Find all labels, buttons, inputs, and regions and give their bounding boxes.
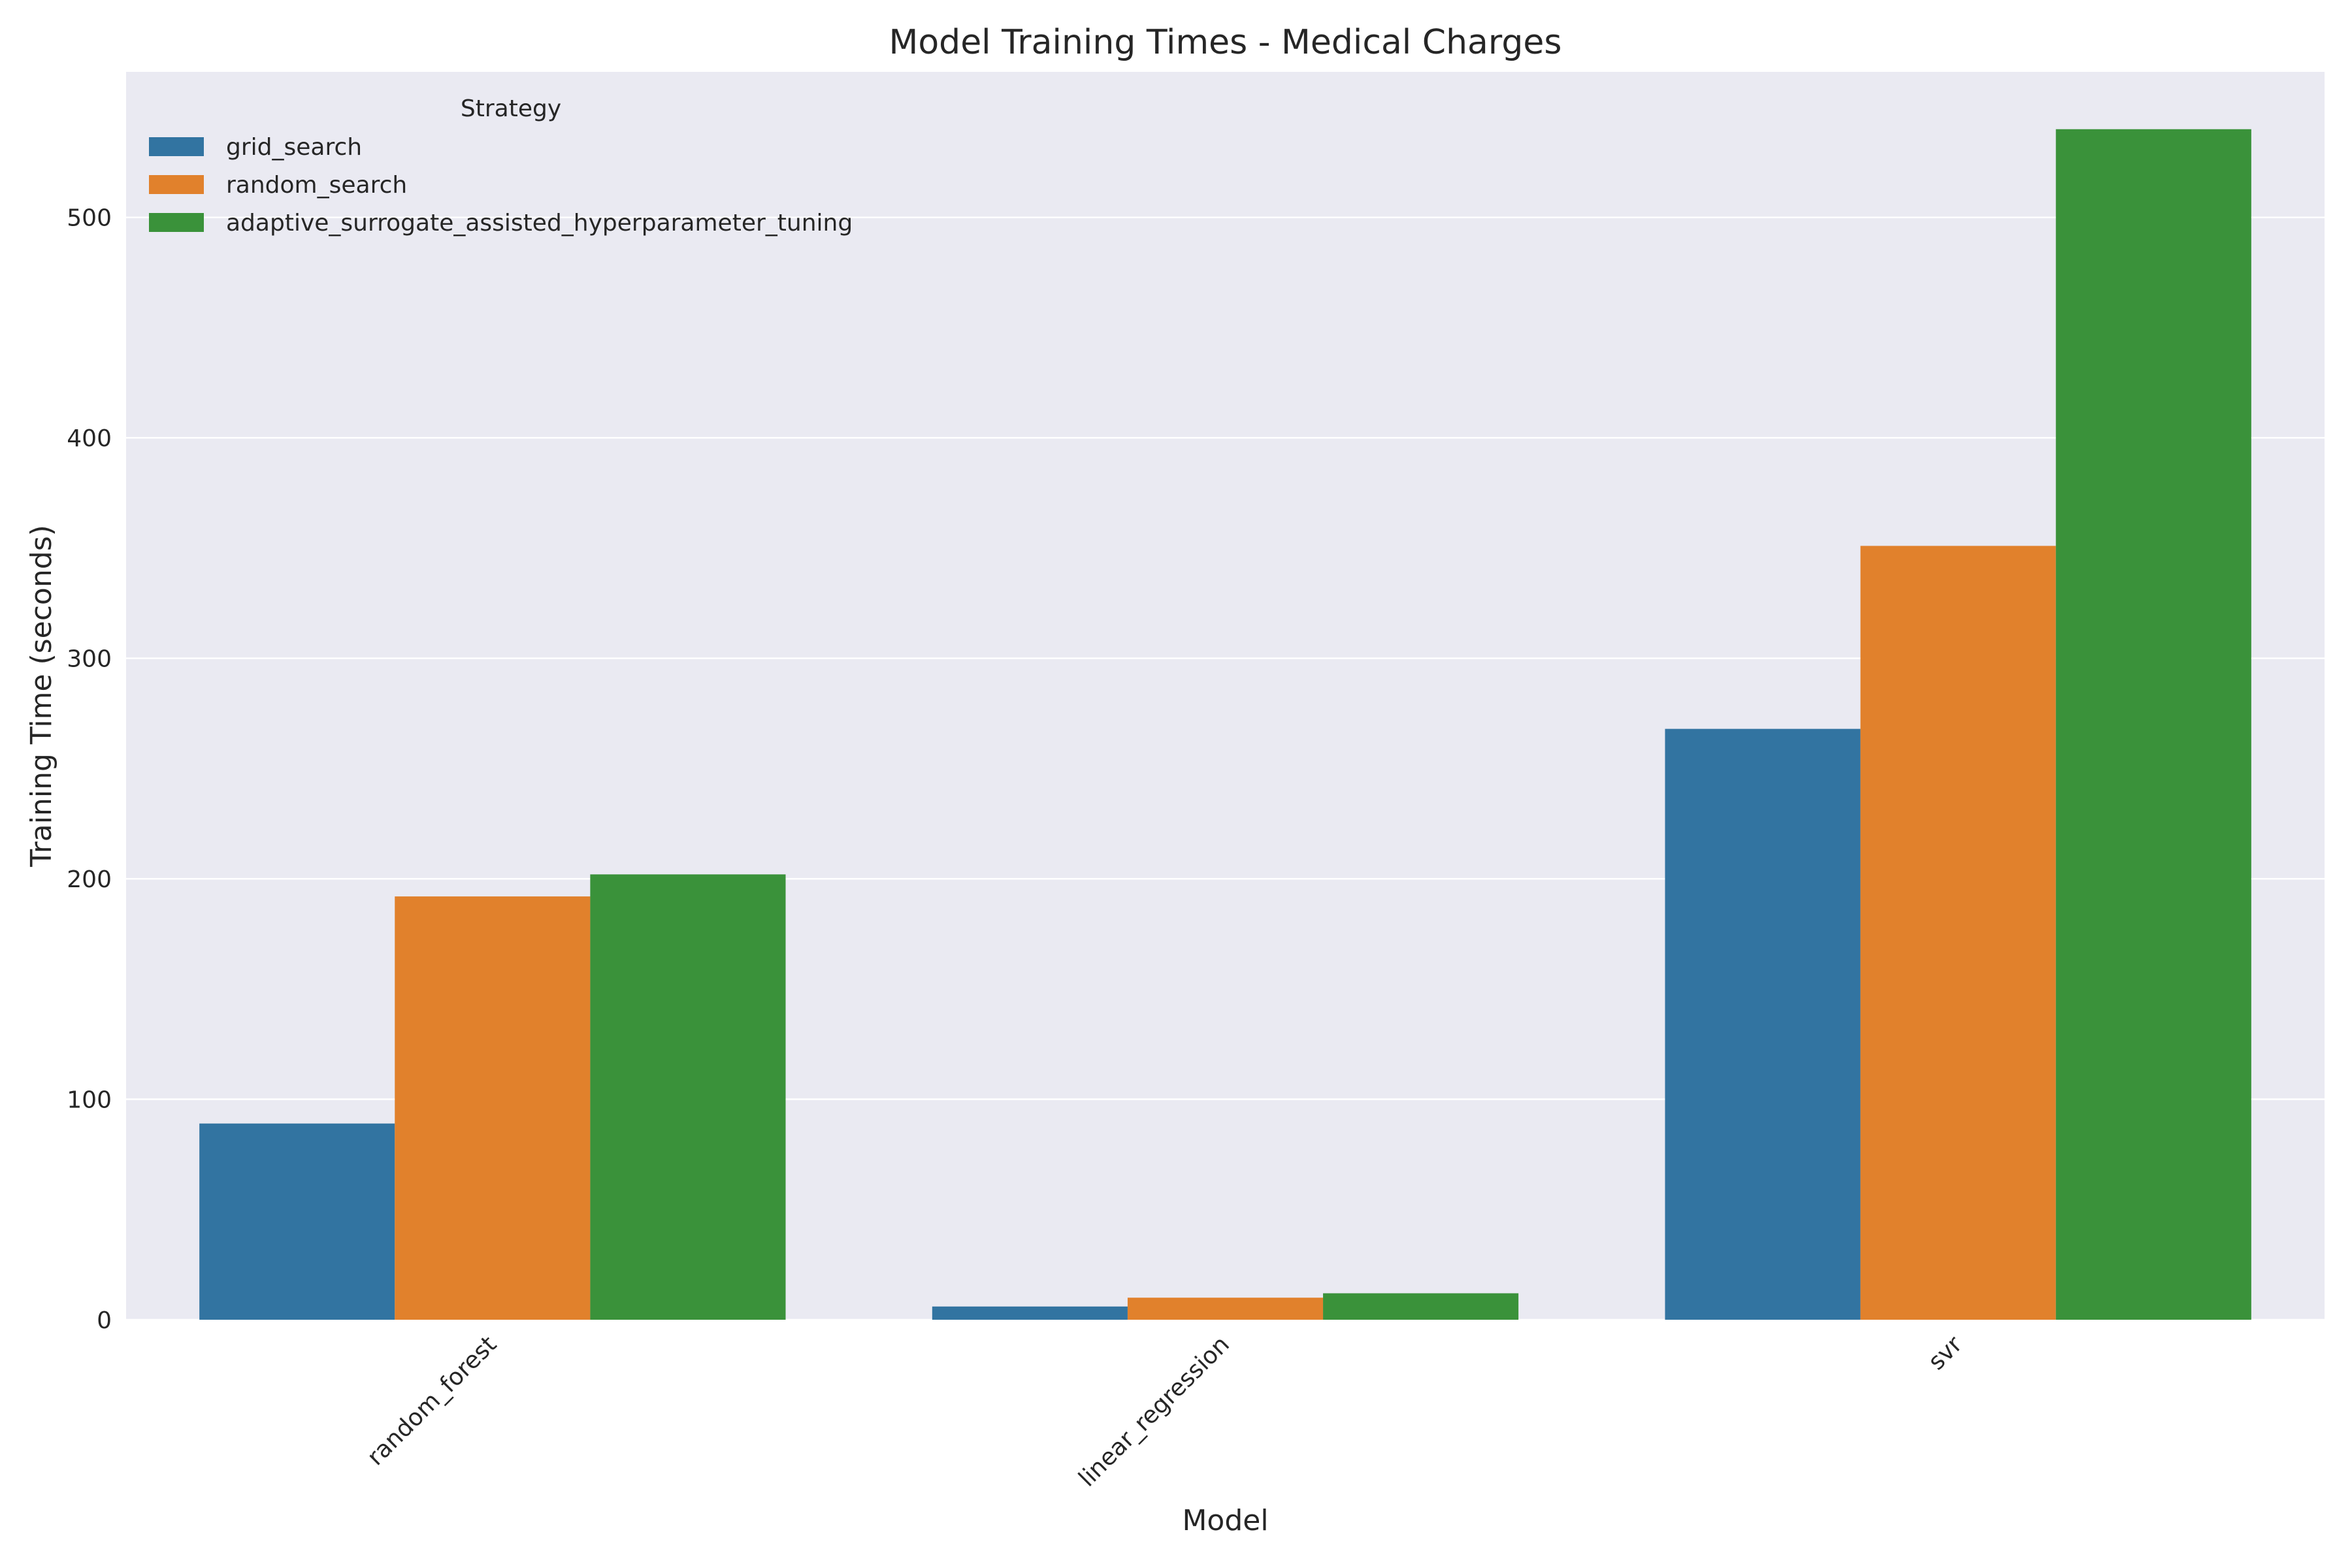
legend-label: adaptive_surrogate_assisted_hyperparamet…	[226, 210, 853, 237]
legend-swatch	[149, 137, 204, 156]
y-tick-label: 100	[67, 1087, 112, 1114]
y-tick-label: 500	[67, 205, 112, 232]
legend-label: random_search	[226, 172, 407, 199]
x-tick-label: svr	[1923, 1331, 1968, 1375]
bar	[1323, 1293, 1519, 1320]
y-axis-ticks: 0 100 200 300 400 500	[67, 205, 112, 1334]
legend-label: grid_search	[226, 134, 362, 161]
y-tick-label: 300	[67, 646, 112, 673]
bar	[932, 1306, 1128, 1320]
legend: Strategy grid_search random_searchadaptiv…	[149, 95, 853, 237]
bar	[199, 1123, 395, 1320]
y-axis-label: Training Time (seconds)	[25, 525, 58, 867]
legend-swatch	[149, 213, 204, 232]
y-tick-label: 0	[97, 1307, 112, 1334]
bar	[590, 874, 786, 1320]
bar	[1860, 546, 2056, 1320]
legend-swatch	[149, 175, 204, 194]
chart-title: Model Training Times - Medical Charges	[889, 23, 1562, 62]
y-tick-label: 400	[67, 425, 112, 452]
legend-title: Strategy	[461, 95, 561, 122]
bar	[395, 896, 591, 1320]
x-axis-ticks: random_forest linear_regression svr	[362, 1331, 1967, 1492]
y-tick-label: 200	[67, 866, 112, 893]
x-tick-label: linear_regression	[1074, 1331, 1235, 1492]
bars	[199, 129, 2251, 1320]
x-tick-label: random_forest	[362, 1331, 502, 1471]
bar	[1127, 1298, 1324, 1320]
bar	[1665, 728, 1861, 1320]
bar	[2055, 129, 2251, 1320]
x-axis-label: Model	[1182, 1504, 1268, 1537]
